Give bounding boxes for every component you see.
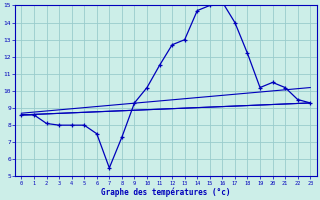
- X-axis label: Graphe des températures (°c): Graphe des températures (°c): [101, 187, 231, 197]
